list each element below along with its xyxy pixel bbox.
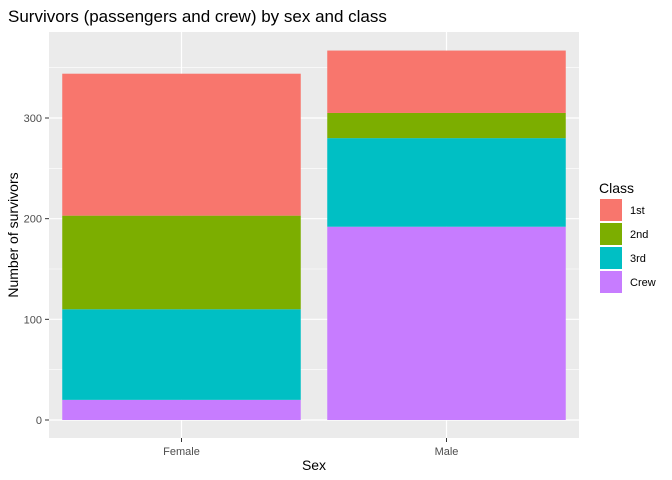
bar-female-3rd	[62, 309, 301, 400]
legend-label-3rd: 3rd	[630, 253, 646, 265]
bar-female-crew	[62, 399, 301, 420]
bar-male-1st	[327, 50, 566, 113]
bar-female-2nd	[62, 215, 301, 310]
y-tick-label: 300	[24, 113, 42, 125]
y-axis-title: Number of survivors	[5, 172, 21, 297]
bar-male-3rd	[327, 138, 566, 227]
x-axis-title: Sex	[302, 457, 326, 473]
bar-male-2nd	[327, 112, 566, 139]
bar-female-1st	[62, 73, 301, 216]
y-tick-label: 0	[36, 415, 42, 427]
x-tick-label: Female	[163, 446, 200, 458]
x-axis: Female Male	[163, 438, 458, 458]
legend-key-2nd	[600, 223, 622, 245]
y-tick-label: 100	[24, 314, 42, 326]
x-tick-label: Male	[435, 446, 459, 458]
bar-male-crew	[327, 226, 566, 420]
legend-label-1st: 1st	[630, 205, 645, 217]
chart-title: Survivors (passengers and crew) by sex a…	[8, 7, 387, 26]
legend-label-2nd: 2nd	[630, 229, 648, 241]
bars	[62, 50, 566, 420]
y-tick-label: 200	[24, 214, 42, 226]
legend-title: Class	[599, 180, 634, 196]
legend-label-crew: Crew	[630, 277, 656, 289]
legend: Class 1st 2nd 3rd Crew	[599, 180, 656, 293]
legend-key-crew	[600, 271, 622, 293]
legend-key-3rd	[600, 247, 622, 269]
y-axis: 0 100 200 300	[24, 113, 49, 427]
legend-key-1st	[600, 199, 622, 221]
